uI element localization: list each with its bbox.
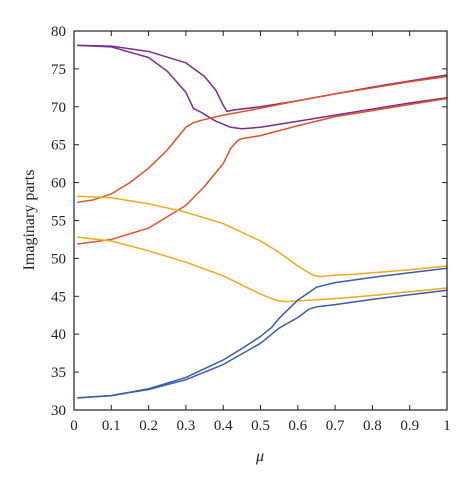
y-tick-label: 30 <box>51 403 66 419</box>
x-tick-label: 0.2 <box>139 418 158 434</box>
series-line-4 <box>76 97 448 245</box>
series-line-5 <box>76 195 448 278</box>
series-line-6 <box>76 236 448 303</box>
y-axis-label: Imaginary parts <box>21 170 38 271</box>
x-tick-label: 0.4 <box>214 418 233 434</box>
y-tick-label: 35 <box>51 365 66 381</box>
x-tick-label: 0.6 <box>288 418 307 434</box>
series-line-1 <box>76 44 448 113</box>
x-axis: 0 0.1 0.2 0.3 0.4 0.5 0.6 0.7 0.8 0.9 1 <box>70 31 451 434</box>
x-tick-label: 0.5 <box>251 418 270 434</box>
plot-frame <box>73 30 448 411</box>
x-tick-label: 0.3 <box>177 418 196 434</box>
x-tick-label: 0.1 <box>102 418 121 434</box>
y-tick-label: 80 <box>51 24 66 40</box>
y-tick-label: 40 <box>51 327 66 343</box>
x-axis-label: μ <box>255 448 264 465</box>
y-axis: 30 35 40 45 50 55 60 65 70 75 80 <box>51 24 447 419</box>
series-line-2 <box>76 44 448 130</box>
x-tick-label: 0.9 <box>400 418 419 434</box>
y-tick-label: 50 <box>51 251 66 267</box>
series-line-7 <box>76 267 448 399</box>
series-line-8 <box>76 289 448 399</box>
y-tick-label: 70 <box>51 100 66 116</box>
y-tick-label: 55 <box>51 214 66 230</box>
x-tick-label: 1 <box>443 418 451 434</box>
y-tick-label: 65 <box>51 138 66 154</box>
y-tick-label: 60 <box>51 176 66 192</box>
y-tick-label: 75 <box>51 62 66 78</box>
x-tick-label: 0 <box>70 418 78 434</box>
x-tick-label: 0.8 <box>363 418 382 434</box>
x-tick-label: 0.7 <box>326 418 345 434</box>
y-tick-label: 45 <box>51 289 66 305</box>
series-line-3 <box>76 75 448 204</box>
series-group <box>76 44 448 399</box>
